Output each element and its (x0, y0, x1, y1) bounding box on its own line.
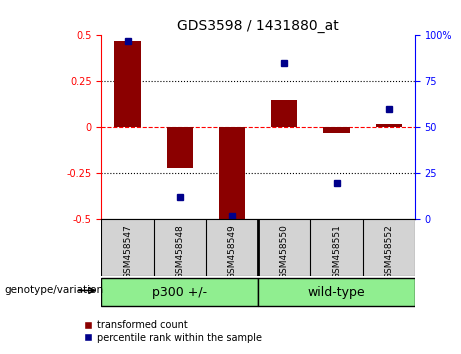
Legend: transformed count, percentile rank within the sample: transformed count, percentile rank withi… (83, 320, 262, 343)
Text: GSM458547: GSM458547 (123, 224, 132, 279)
Text: genotype/variation: genotype/variation (5, 285, 104, 296)
Text: GSM458552: GSM458552 (384, 224, 393, 279)
Title: GDS3598 / 1431880_at: GDS3598 / 1431880_at (177, 19, 339, 33)
Text: wild-type: wild-type (308, 286, 365, 298)
Text: GSM458549: GSM458549 (228, 224, 236, 279)
Text: GSM458551: GSM458551 (332, 224, 341, 279)
Bar (324, 127, 349, 133)
Text: GSM458548: GSM458548 (175, 224, 184, 279)
Bar (167, 127, 193, 168)
Bar (258, 278, 415, 306)
Bar (101, 278, 258, 306)
Text: p300 +/-: p300 +/- (152, 286, 207, 298)
Bar (376, 124, 402, 127)
Bar (114, 41, 141, 127)
Bar (219, 127, 245, 219)
Text: GSM458550: GSM458550 (280, 224, 289, 279)
Bar (271, 100, 297, 127)
